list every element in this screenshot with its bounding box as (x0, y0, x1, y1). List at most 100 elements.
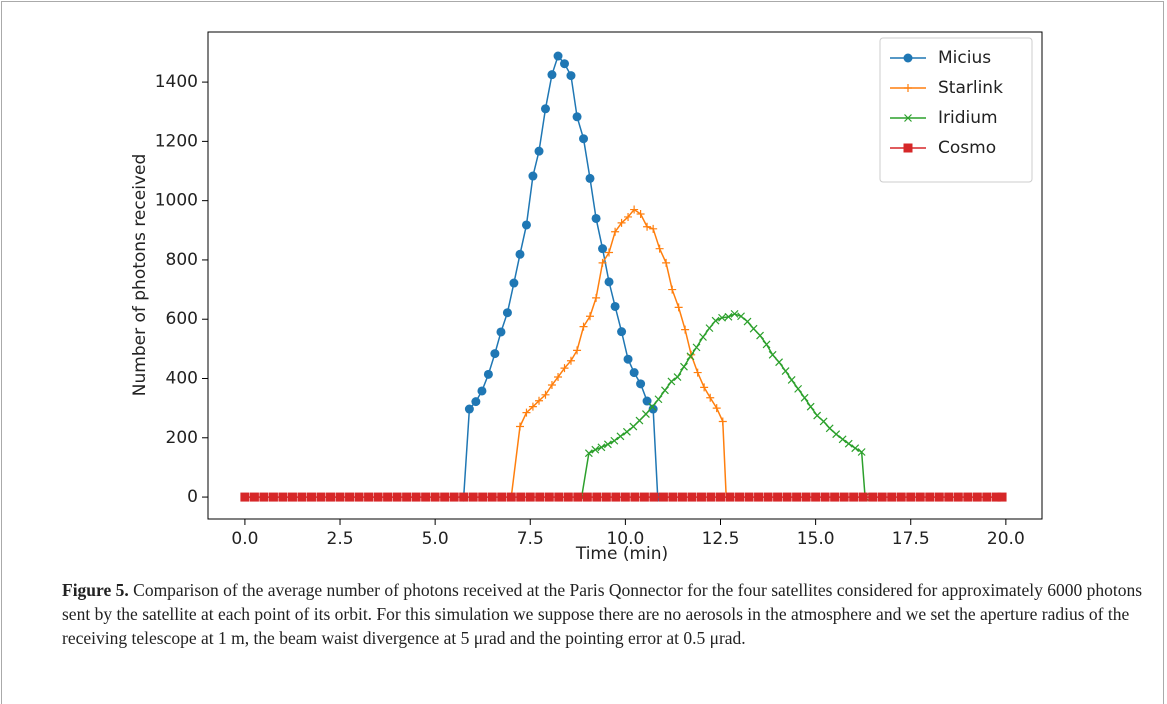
marker (693, 368, 702, 377)
marker (354, 492, 364, 502)
marker (240, 492, 250, 502)
marker (464, 404, 474, 414)
marker (832, 430, 841, 439)
marker (534, 146, 544, 156)
marker (610, 436, 619, 445)
marker (700, 383, 709, 392)
marker (735, 492, 745, 502)
marker (743, 317, 752, 326)
marker (718, 417, 727, 426)
marker (509, 278, 519, 288)
marker (268, 492, 278, 502)
marker (554, 492, 564, 502)
marker (887, 492, 897, 502)
marker (857, 448, 866, 456)
series (240, 492, 1007, 502)
marker (636, 379, 646, 389)
marker (800, 393, 809, 402)
marker (781, 367, 790, 376)
marker (629, 422, 638, 431)
marker (306, 492, 316, 502)
marker (579, 134, 589, 144)
marker (487, 492, 497, 502)
marker (629, 368, 639, 378)
y-tick-label: 1400 (155, 72, 198, 92)
marker (316, 492, 326, 502)
marker (997, 492, 1007, 502)
marker (724, 312, 733, 321)
y-axis-label: Number of photons received (130, 154, 150, 396)
marker (297, 492, 307, 502)
x-tick-label: 5.0 (422, 529, 449, 549)
marker (477, 386, 487, 396)
marker (597, 443, 606, 452)
marker (591, 445, 600, 454)
marker (525, 492, 535, 502)
marker (611, 492, 621, 502)
marker (620, 492, 630, 502)
marker (535, 492, 545, 502)
marker (440, 492, 450, 502)
marker (639, 492, 649, 502)
marker (813, 411, 822, 420)
marker (522, 408, 531, 417)
marker (610, 301, 620, 311)
marker (915, 492, 925, 502)
marker (782, 492, 792, 502)
legend-marker (904, 114, 912, 122)
chart: Time (min) Number of photons received 0.… (130, 31, 1043, 564)
x-tick-label: 17.5 (892, 529, 930, 549)
marker (591, 213, 601, 223)
y-tick-label: 1000 (155, 191, 198, 211)
marker (825, 424, 834, 433)
marker (553, 51, 563, 61)
marker (737, 312, 745, 321)
marker (544, 492, 554, 502)
x-axis-label: Time (min) (575, 544, 668, 564)
marker (768, 350, 777, 359)
marker (616, 432, 625, 441)
marker (560, 364, 569, 373)
marker (516, 492, 526, 502)
legend-marker (903, 53, 913, 63)
marker (749, 324, 758, 333)
marker (430, 492, 440, 502)
marker (944, 492, 954, 502)
marker (490, 349, 500, 359)
marker (668, 492, 678, 502)
legend-label: Cosmo (938, 138, 996, 158)
marker (658, 492, 668, 502)
marker (449, 492, 459, 502)
marker (572, 112, 582, 122)
x-tick-label: 2.5 (327, 529, 354, 549)
legend: Micius Starlink Iridium Cosmo (879, 37, 1033, 183)
x-tick-label: 20.0 (987, 529, 1025, 549)
marker (566, 356, 575, 365)
marker (421, 492, 431, 502)
marker (259, 492, 269, 502)
marker (792, 492, 802, 502)
marker (521, 220, 531, 230)
marker (278, 492, 288, 502)
marker (592, 293, 601, 302)
marker (673, 373, 682, 381)
marker (851, 444, 860, 453)
marker (630, 205, 639, 214)
marker (326, 492, 336, 502)
marker (699, 333, 707, 341)
marker (598, 244, 608, 254)
marker (787, 376, 796, 384)
legend-label: Iridium (938, 108, 998, 128)
marker (877, 492, 887, 502)
marker (654, 395, 663, 404)
marker (705, 324, 714, 333)
marker (496, 327, 506, 337)
marker (681, 325, 690, 334)
marker (661, 386, 669, 395)
marker (775, 358, 784, 367)
y-tick-label: 1200 (155, 131, 198, 151)
marker (649, 224, 658, 233)
marker (601, 492, 611, 502)
marker (794, 384, 803, 393)
marker (483, 369, 493, 379)
